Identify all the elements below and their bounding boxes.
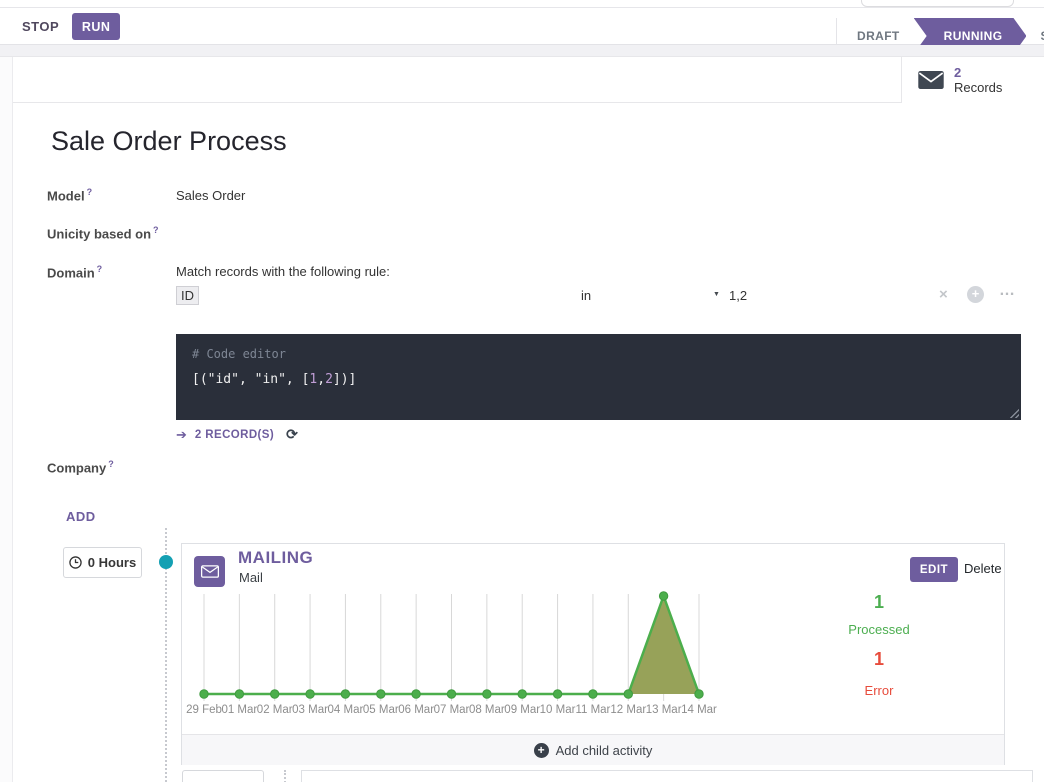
edit-button[interactable]: EDIT xyxy=(910,557,958,582)
plus-circle-icon: + xyxy=(533,742,549,758)
chart-x-label: 12 Mar xyxy=(610,704,647,716)
domain-label-text: Domain xyxy=(47,265,95,281)
add-child-activity-button[interactable]: + Add child activity xyxy=(182,734,1004,765)
error-count: 1 xyxy=(873,649,884,669)
model-field-label: Model? xyxy=(47,187,92,203)
chart-x-label: 11 Mar xyxy=(575,704,611,716)
unicity-field-label: Unicity based on? xyxy=(47,225,159,241)
chart-x-label: 08 Mar xyxy=(468,704,505,716)
add-activity-button[interactable]: ADD xyxy=(66,509,96,524)
envelope-icon xyxy=(200,565,219,578)
chart-x-label: 13 Mar xyxy=(645,704,682,716)
child-activity-card xyxy=(301,770,1033,782)
records-smart-button[interactable]: 2 Records xyxy=(901,57,1044,103)
code-editor-code[interactable]: [("id", "in", [1,2])] xyxy=(192,372,357,387)
domain-rule-row: ID in ▼ 1,2 × + … xyxy=(176,282,1021,312)
rule-add-icon[interactable]: + xyxy=(967,286,984,303)
activity-card-mailing: MAILING Mail EDIT Delete 29 Feb 01 Mar 02 … xyxy=(181,543,1005,765)
company-field-label: Company? xyxy=(47,459,114,475)
chart-x-label: 14 Mar xyxy=(681,704,717,716)
processed-label[interactable]: Processed xyxy=(848,622,910,637)
rule-field-tag[interactable]: ID xyxy=(176,286,199,305)
refresh-icon[interactable]: ⟳ xyxy=(286,426,298,442)
delete-button[interactable]: Delete xyxy=(964,561,1002,576)
side-gutter xyxy=(0,57,12,782)
chevron-down-icon[interactable]: ▼ xyxy=(713,291,720,298)
run-button[interactable]: RUN xyxy=(72,13,121,40)
company-label-text: Company xyxy=(47,460,107,476)
top-strip xyxy=(0,0,1044,8)
form-sheet: 2 Records Sale Order Process Model? Unic… xyxy=(12,57,1044,782)
header-band xyxy=(0,45,1044,57)
child-timeline-dotted-line xyxy=(284,770,286,782)
help-icon: ? xyxy=(108,459,114,469)
rule-delete-icon[interactable]: × xyxy=(939,286,948,303)
child-trigger-delay-button[interactable] xyxy=(182,770,264,782)
add-child-activity-label: Add child activity xyxy=(555,742,653,758)
chart-x-label: 29 Feb xyxy=(186,704,222,716)
help-icon: ? xyxy=(86,187,93,197)
model-value[interactable]: Sales Order xyxy=(176,188,246,203)
chart-x-label: 07 Mar xyxy=(433,704,470,716)
rule-value-input[interactable]: 1,2 xyxy=(729,288,748,303)
chart-x-label: 06 Mar xyxy=(398,704,435,716)
sheet-body: Sale Order Process Model? Unicity based … xyxy=(13,103,1044,782)
error-label[interactable]: Error xyxy=(864,683,894,698)
envelope-icon xyxy=(918,71,944,89)
timeline-dotted-line xyxy=(165,528,167,782)
partial-breadcrumb-button xyxy=(861,0,1014,7)
help-icon: ? xyxy=(96,264,103,274)
domain-field-label: Domain? xyxy=(47,264,102,280)
activity-title[interactable]: MAILING xyxy=(238,548,314,567)
stage-draft[interactable]: DRAFT xyxy=(857,29,900,43)
stop-button[interactable]: STOP xyxy=(22,19,60,34)
arrow-right-icon: ➔ xyxy=(176,426,187,442)
records-link-row: ➔ 2 RECORD(S) ⟳ xyxy=(176,426,298,443)
chart-x-label: 10 Mar xyxy=(539,704,576,716)
clock-icon xyxy=(69,556,82,569)
chart-x-label: 01 Mar xyxy=(221,704,258,716)
top-control-bar: STOP RUN DRAFT RUNNING STOPPED xyxy=(0,9,1044,54)
chart-x-axis-labels: 29 Feb 01 Mar 02 Mar 03 Mar 04 Mar 05 Mar 06 M… xyxy=(184,704,900,718)
mail-activity-icon-box xyxy=(194,556,225,587)
domain-code-editor[interactable]: # Code editor [("id", "in", [1,2])] xyxy=(176,334,1021,420)
timeline-dot xyxy=(159,555,173,569)
activity-subtitle: Mail xyxy=(239,570,263,585)
resize-handle[interactable] xyxy=(1008,407,1019,418)
rule-operator-select[interactable]: in xyxy=(581,288,592,303)
trigger-delay-label: 0 Hours xyxy=(87,555,137,570)
processed-count: 1 xyxy=(873,592,884,612)
rule-more-icon[interactable]: … xyxy=(999,282,1016,299)
records-button-text: 2 Records xyxy=(954,65,1002,95)
unicity-label-text: Unicity based on xyxy=(47,226,152,242)
records-label: Records xyxy=(954,80,1003,95)
records-count: 2 xyxy=(954,65,962,80)
activity-area-chart xyxy=(199,591,704,701)
domain-intro-text: Match records with the following rule: xyxy=(176,264,390,279)
button-box-row: 2 Records xyxy=(13,57,1044,103)
trigger-delay-button[interactable]: 0 Hours xyxy=(63,547,142,578)
chart-x-label: 04 Mar xyxy=(327,704,364,716)
chart-x-label: 09 Mar xyxy=(504,704,541,716)
page-title: Sale Order Process xyxy=(51,126,287,156)
model-label-text: Model xyxy=(47,188,85,204)
records-count-link[interactable]: 2 RECORD(S) xyxy=(194,428,275,441)
chart-x-label: 03 Mar xyxy=(292,704,328,716)
help-icon: ? xyxy=(153,225,159,235)
code-editor-placeholder: # Code editor xyxy=(192,347,286,361)
stage-stopped[interactable]: STOPPED xyxy=(1028,18,1044,54)
chart-x-label: 05 Mar xyxy=(362,704,399,716)
chart-x-label: 02 Mar xyxy=(256,704,293,716)
